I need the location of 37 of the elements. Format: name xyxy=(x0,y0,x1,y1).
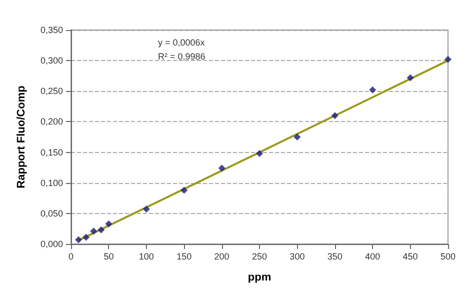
x-tick-label: 0 xyxy=(68,252,74,262)
x-tick-label: 50 xyxy=(104,252,114,262)
point xyxy=(294,134,301,140)
x-tick-label: 150 xyxy=(176,252,192,262)
x-tick-label: 300 xyxy=(290,252,305,262)
y-tick-label: 0,100 xyxy=(40,178,63,188)
y-tick-label: 0,150 xyxy=(40,147,63,158)
point xyxy=(218,164,226,172)
y-tick-label: 0,200 xyxy=(40,116,63,127)
point xyxy=(331,112,338,120)
y-tick-label: 0,250 xyxy=(40,86,63,96)
point xyxy=(82,234,90,241)
x-tick-label: 500 xyxy=(440,252,456,262)
point xyxy=(98,226,105,234)
point xyxy=(406,74,414,82)
x-tick-label: 200 xyxy=(214,252,230,262)
y-tick-label: 0,000 xyxy=(40,239,63,249)
point xyxy=(142,206,150,213)
y-tick-label: 0,300 xyxy=(40,56,63,66)
x-tick-label: 350 xyxy=(327,252,342,262)
point xyxy=(75,236,82,244)
x-tick-label: 100 xyxy=(138,252,154,262)
y-tick-label: 0,350 xyxy=(40,25,63,35)
point xyxy=(90,228,98,235)
x-tick-label: 400 xyxy=(365,252,380,262)
point xyxy=(444,56,452,63)
point xyxy=(256,150,263,158)
annotation: R² = 0,9986 xyxy=(158,52,206,62)
point xyxy=(369,86,376,94)
point xyxy=(180,186,188,194)
x-axis-title: ppm xyxy=(248,272,272,284)
x-tick-label: 250 xyxy=(252,252,268,262)
x-tick-label: 450 xyxy=(402,252,418,262)
point xyxy=(105,220,112,228)
y-tick-label: 0,050 xyxy=(40,208,63,218)
y-axis-title: Rapport Fluo/Comp xyxy=(16,85,28,188)
annotation: y = 0,0006x xyxy=(158,38,206,48)
